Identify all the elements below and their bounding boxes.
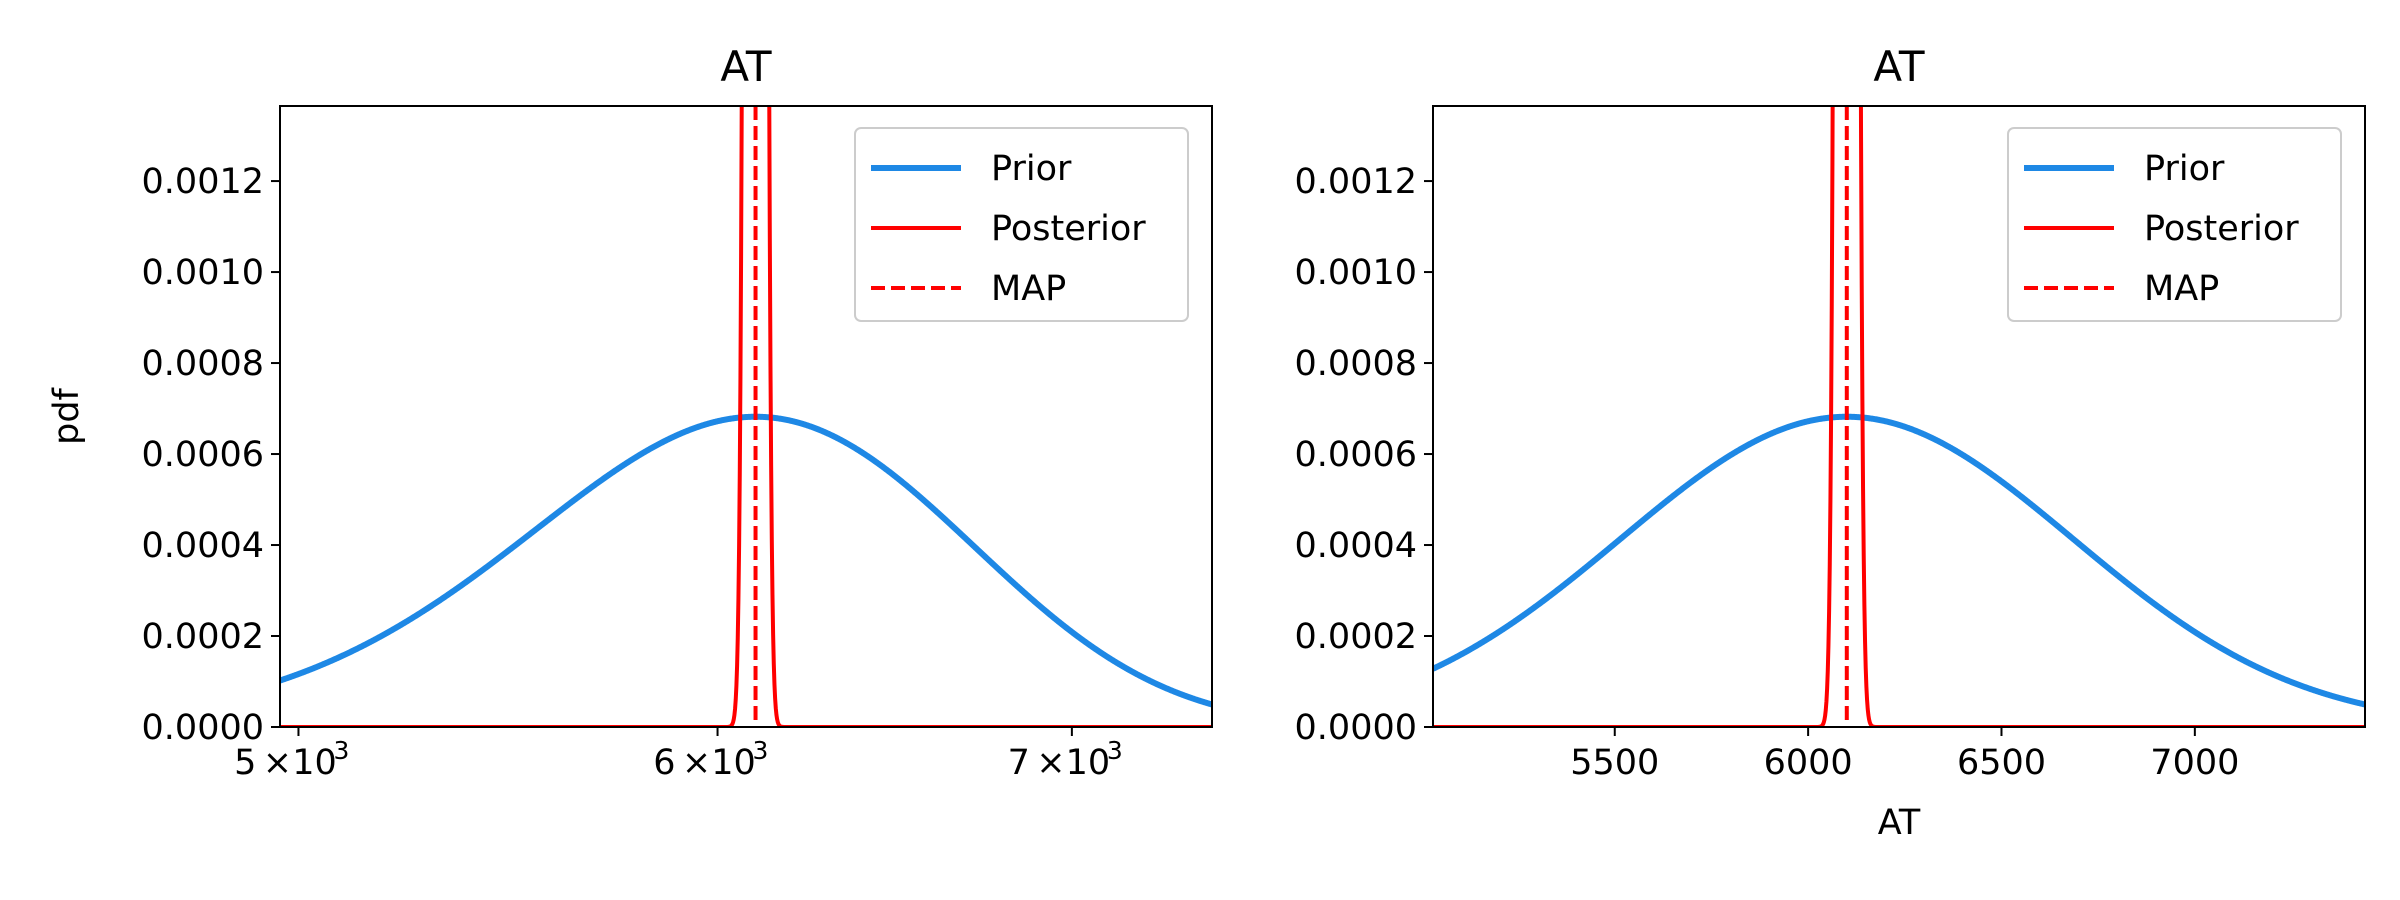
y-tick-label: 0.0000 [1295,708,1417,748]
y-tick-label: 0.0002 [142,617,264,657]
legend-label: Posterior [991,209,1146,249]
legend-item-posterior: Posterior [871,209,1146,249]
y-tick-label: 0.0008 [1295,344,1417,384]
legend-item-map: MAP [871,269,1066,309]
x-tick-ten: 10 [292,743,337,783]
x-tick-label: 6500 [1957,743,2046,783]
legend-item-prior: Prior [2024,149,2225,189]
plot-area [1433,106,2365,727]
x-tick-label: 7000 [2150,743,2239,783]
x-tick-exp: 3 [333,736,349,765]
axes-frame [279,105,1213,728]
legend-label: Prior [2144,149,2225,189]
prior-curve [280,413,1212,708]
x-tick-base: 5 [234,743,256,783]
legend-box [854,127,1189,322]
chart-panel-2: 0.0000 0.0002 0.0004 0.0006 0.0008 0.0010 0.00… [1295,42,2366,843]
x-tick-exp: 3 [753,736,769,765]
y-tick-label: 0.0012 [1295,162,1417,202]
legend-label: MAP [991,269,1066,309]
x-tick-label: 5500 [1570,743,1659,783]
x-axis-label: AT [1878,803,1921,843]
y-tick-label: 0.0000 [142,708,264,748]
legend-item-prior: Prior [871,149,1072,189]
legend-item-posterior: Posterior [2024,209,2299,249]
x-tick-label: 6 × 103 [653,736,768,783]
plot-area [280,106,1212,727]
x-tick-label: 7 × 103 [1008,736,1123,783]
y-tick-label: 0.0008 [142,344,264,384]
legend-item-map: MAP [2024,269,2219,309]
y-tick-label: 0.0004 [1295,526,1417,566]
x-tick-base: 6 [653,743,675,783]
y-tick-label: 0.0010 [142,253,264,293]
y-tick-label: 0.0002 [1295,617,1417,657]
y-tick-label: 0.0012 [142,162,264,202]
chart-title: AT [720,42,771,91]
x-tick-label: 6000 [1764,743,1853,783]
times-sign: × [1036,743,1065,783]
times-sign: × [263,743,292,783]
x-tick-ten: 10 [1066,743,1111,783]
legend: Prior Posterior MAP [854,127,1189,322]
y-axis-label: pdf [47,387,87,444]
axes-frame [1432,105,2366,728]
legend-label: Prior [991,149,1072,189]
x-tick-ten: 10 [711,743,756,783]
legend-label: Posterior [2144,209,2299,249]
posterior-curve [1433,106,2365,727]
prior-curve [1433,413,2365,708]
y-tick-label: 0.0004 [142,526,264,566]
posterior-curve [280,106,1212,727]
y-tick-label: 0.0006 [1295,435,1417,475]
legend-label: MAP [2144,269,2219,309]
y-tick-label: 0.0010 [1295,253,1417,293]
times-sign: × [682,743,711,783]
legend-box [2007,127,2342,322]
x-tick-base: 7 [1008,743,1030,783]
y-tick-label: 0.0006 [142,435,264,475]
chart-title: AT [1873,42,1924,91]
x-tick-label: 5 × 103 [234,736,349,783]
x-tick-exp: 3 [1107,736,1123,765]
chart-panel-1: 0.0000 0.0002 0.0004 0.0006 0.0008 0.0010 0.00… [47,42,1213,783]
legend: Prior Posterior MAP [2007,127,2342,322]
